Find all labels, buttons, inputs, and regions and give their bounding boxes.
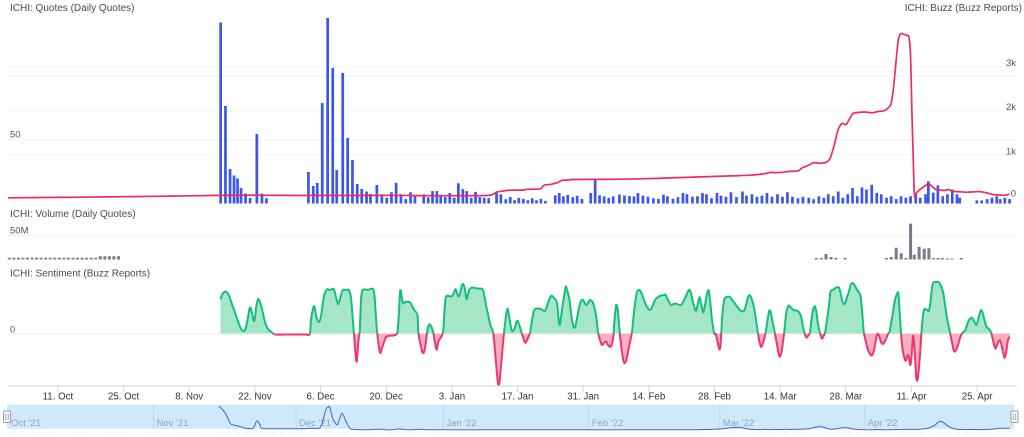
svg-text:31. Jan: 31. Jan	[567, 392, 599, 403]
svg-text:0: 0	[1011, 189, 1016, 200]
svg-text:50: 50	[10, 130, 21, 141]
svg-text:2k: 2k	[1006, 102, 1016, 113]
svg-text:ICHI: Quotes (Daily Quotes): ICHI: Quotes (Daily Quotes)	[10, 3, 134, 14]
svg-text:Nov '21: Nov '21	[157, 418, 189, 429]
svg-text:28. Mar: 28. Mar	[829, 392, 863, 403]
svg-text:6. Dec: 6. Dec	[307, 392, 335, 403]
svg-text:25. Apr: 25. Apr	[962, 392, 993, 403]
svg-text:ICHI: Volume (Daily Quotes): ICHI: Volume (Daily Quotes)	[10, 209, 136, 220]
svg-text:Oct '21: Oct '21	[11, 418, 41, 429]
svg-text:14. Feb: 14. Feb	[632, 392, 665, 403]
svg-text:17. Jan: 17. Jan	[502, 392, 534, 403]
svg-text:28. Feb: 28. Feb	[698, 392, 731, 403]
svg-text:20. Dec: 20. Dec	[370, 392, 404, 403]
svg-text:Feb '22: Feb '22	[592, 418, 623, 429]
svg-text:0: 0	[10, 324, 15, 335]
svg-text:ICHI: Sentiment (Buzz Reports): ICHI: Sentiment (Buzz Reports)	[10, 269, 150, 280]
svg-text:11. Apr: 11. Apr	[897, 392, 928, 403]
svg-text:3k: 3k	[1006, 58, 1016, 69]
svg-text:Mar '22: Mar '22	[723, 418, 754, 429]
svg-text:3. Jan: 3. Jan	[439, 392, 465, 403]
svg-text:11. Oct: 11. Oct	[43, 392, 74, 403]
svg-text:22. Nov: 22. Nov	[238, 392, 272, 403]
svg-text:14. Mar: 14. Mar	[764, 392, 798, 403]
svg-text:ICHI: Buzz (Buzz Reports): ICHI: Buzz (Buzz Reports)	[905, 3, 1022, 14]
svg-text:Jan '22: Jan '22	[446, 418, 476, 429]
svg-text:8. Nov: 8. Nov	[175, 392, 203, 403]
svg-text:25. Oct: 25. Oct	[108, 392, 140, 403]
svg-text:50M: 50M	[10, 226, 29, 237]
svg-text:1k: 1k	[1006, 146, 1016, 157]
svg-text:Dec '21: Dec '21	[299, 418, 331, 429]
svg-text:Apr '22: Apr '22	[868, 418, 898, 429]
